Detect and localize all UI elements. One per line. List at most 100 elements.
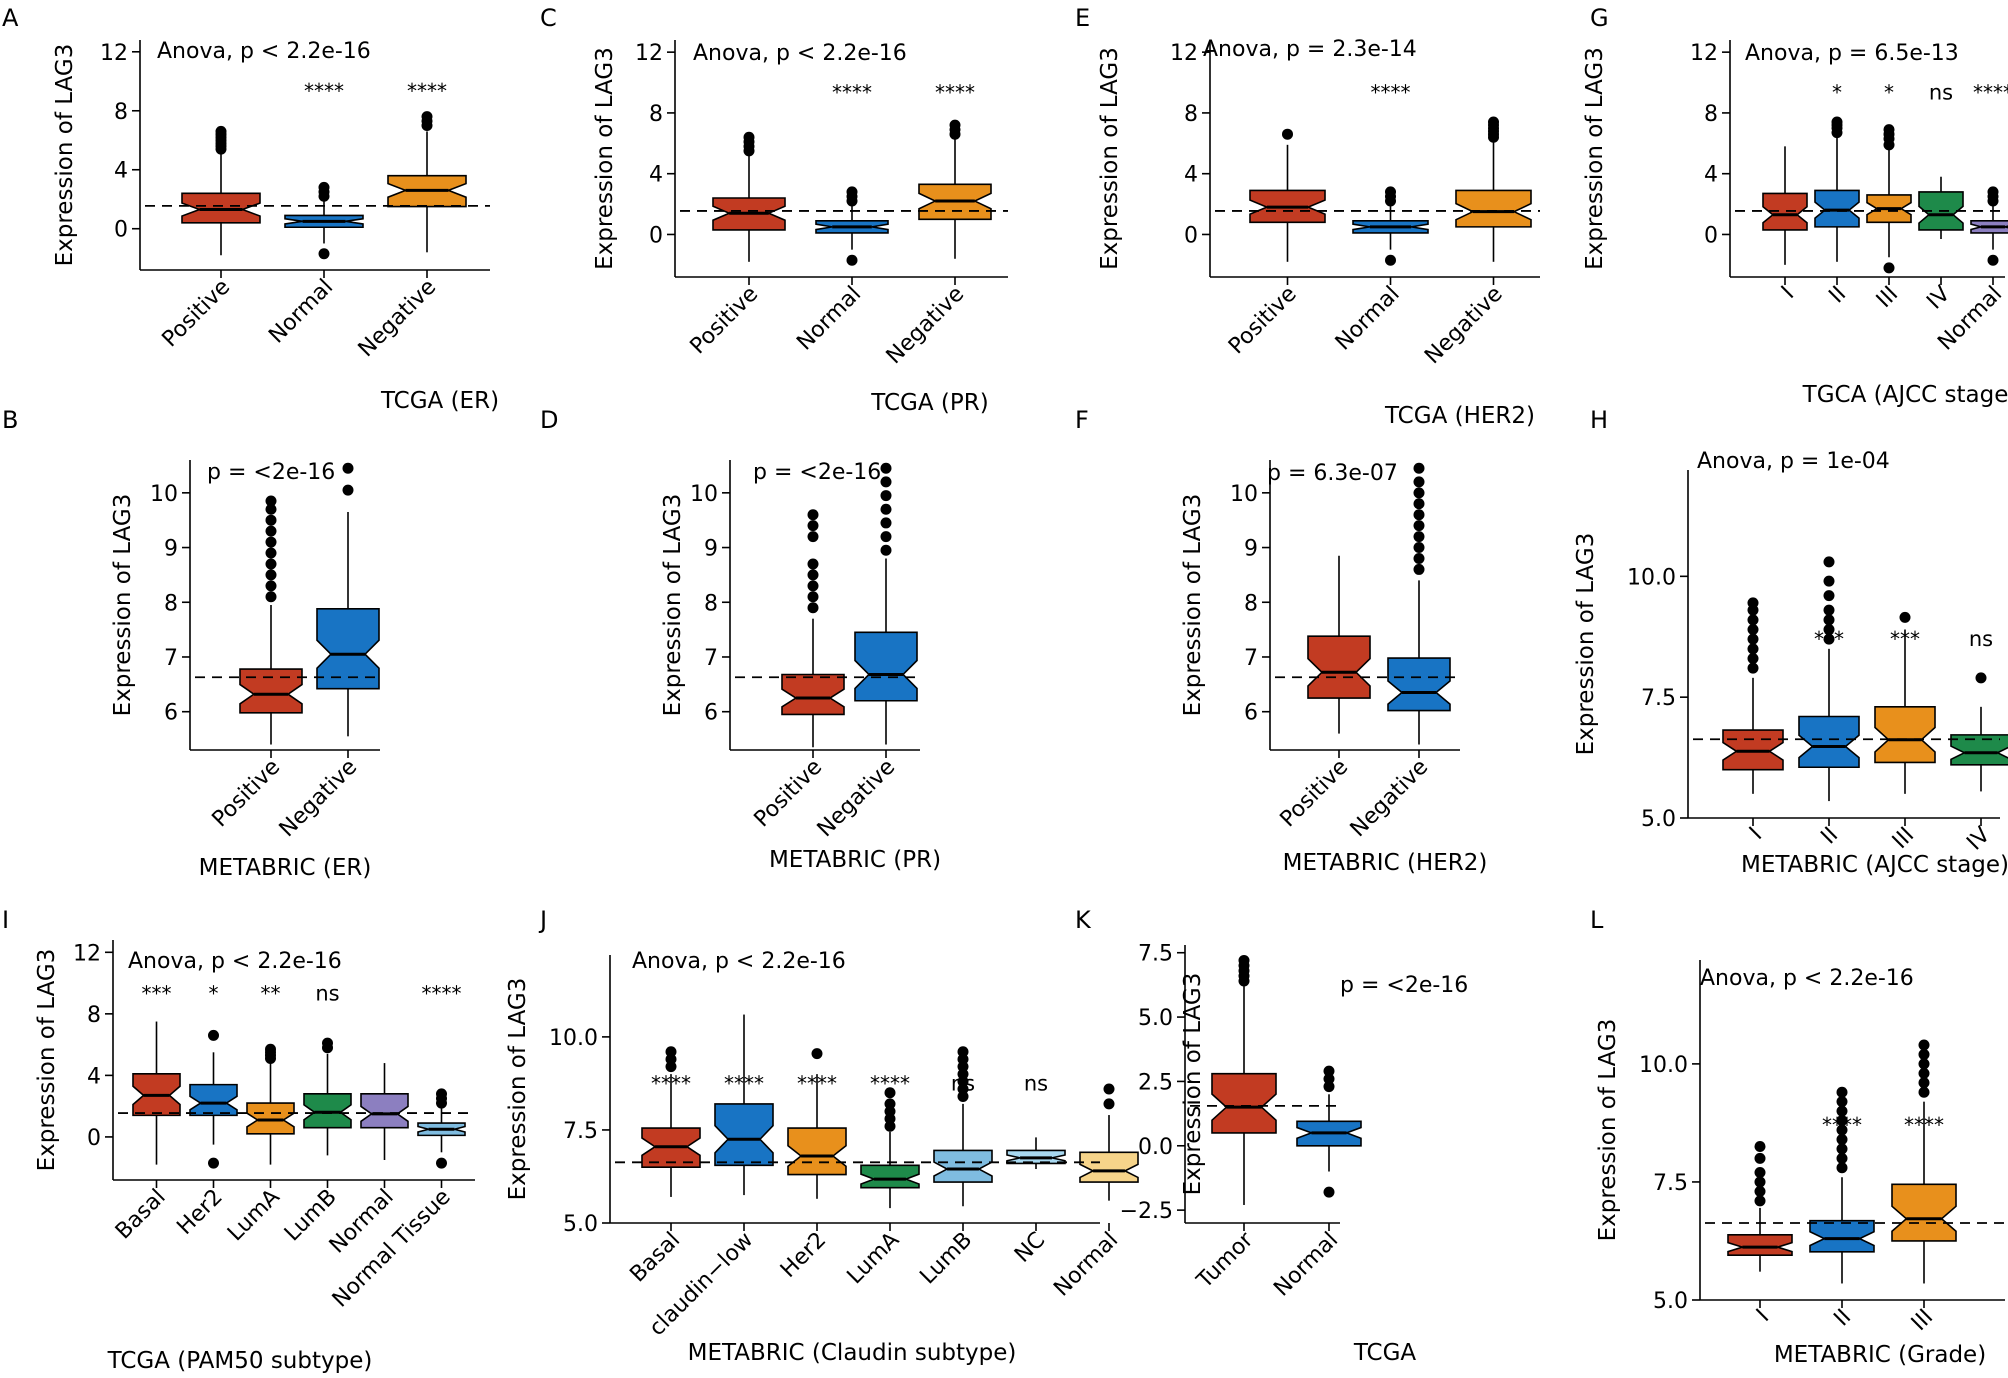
panel-letter: K	[1075, 906, 1092, 934]
outlier-point	[1831, 116, 1843, 128]
outlier-point	[265, 525, 277, 537]
y-tick-label: 4	[1184, 163, 1198, 188]
y-tick-label: −2.5	[1120, 1199, 1173, 1224]
outlier-point	[342, 462, 354, 474]
test-statistic-label: Anova, p < 2.2e-16	[128, 949, 342, 974]
outlier-point	[1899, 611, 1911, 623]
box-body	[1079, 1151, 1139, 1183]
x-tick-label: I	[1752, 1305, 1774, 1327]
outlier-point	[811, 1048, 823, 1060]
y-tick-label: 8	[164, 591, 178, 616]
box-body	[1762, 192, 1808, 231]
outlier-point	[1413, 462, 1425, 474]
outlier-point	[1987, 186, 1999, 198]
y-tick-label: 6	[1244, 701, 1258, 726]
outlier-point	[1282, 128, 1293, 140]
y-tick-label: 10	[150, 482, 178, 507]
outlier-point	[265, 580, 277, 592]
outlier-point	[1413, 552, 1425, 564]
box-normal	[1970, 186, 2008, 266]
x-tick-label: Negative	[882, 282, 969, 369]
box-normal	[1296, 1065, 1362, 1198]
outlier-point	[1823, 556, 1835, 568]
y-tick-label: 8	[1704, 102, 1718, 127]
box-i	[1727, 1141, 1793, 1272]
box-negative	[1455, 116, 1532, 262]
outlier-point	[1747, 662, 1759, 674]
significance-label: *	[209, 981, 219, 1005]
x-axis-title: METABRIC (PR)	[769, 847, 941, 873]
y-tick-label: 0	[649, 223, 663, 248]
significance-label: ns	[1929, 81, 1953, 105]
outlier-point	[884, 1098, 896, 1110]
outlier-point	[1823, 604, 1835, 616]
box-body	[246, 1102, 295, 1135]
outlier-point	[421, 111, 433, 123]
y-tick-label: 2.5	[1138, 1070, 1173, 1095]
panel-f: F 6 7 8 9 10 Expression of LAG3 PositiveNegativ…	[1075, 406, 1487, 876]
outlier-point	[208, 1029, 219, 1041]
y-tick-label: 10.0	[1627, 565, 1676, 590]
box-body	[1211, 1072, 1277, 1134]
outlier-point	[265, 547, 277, 559]
outlier-point	[265, 569, 277, 581]
panel-letter: C	[540, 4, 557, 32]
x-tick-label: Positive	[1224, 282, 1302, 360]
y-tick-label: 10	[1230, 482, 1258, 507]
test-statistic-label: Anova, p = 2.3e-14	[1203, 37, 1417, 62]
outlier-point	[1836, 1162, 1848, 1174]
x-tick-label: Normal	[792, 282, 866, 356]
box-positive	[1249, 128, 1326, 262]
y-tick-label: 5.0	[1653, 1289, 1688, 1314]
y-tick-label: 7	[164, 646, 178, 671]
outlier-point	[1385, 186, 1396, 198]
box-body	[860, 1164, 920, 1189]
outlier-point	[1323, 1073, 1335, 1085]
box-body	[787, 1127, 847, 1176]
y-tick-label: 10.0	[1639, 1053, 1688, 1078]
box-iv	[1950, 672, 2008, 792]
box-normal	[1352, 186, 1429, 266]
outlier-point	[1918, 1048, 1930, 1060]
outlier-point	[265, 503, 277, 515]
panel-letter: J	[538, 906, 547, 934]
outlier-point	[1413, 563, 1425, 575]
box-body	[1727, 1234, 1793, 1256]
outlier-point	[1823, 575, 1835, 587]
box-body	[781, 673, 845, 716]
outlier-point	[807, 531, 819, 543]
box-basal	[641, 1046, 701, 1197]
y-tick-label: 0	[1704, 223, 1718, 248]
box-claudin-low	[714, 1014, 774, 1196]
x-tick-label: LumA	[223, 1185, 285, 1247]
outlier-point	[1747, 614, 1759, 626]
x-tick-label: II	[1816, 823, 1843, 850]
x-axis-title: TCGA (PAM50 subtype)	[107, 1348, 373, 1374]
y-tick-label: 12	[73, 941, 101, 966]
outlier-point	[1987, 254, 1999, 266]
outlier-point	[743, 131, 755, 143]
box-body	[1307, 635, 1371, 699]
box-body	[303, 1093, 352, 1129]
outlier-point	[1754, 1141, 1766, 1153]
box-iii	[1866, 124, 1912, 274]
x-tick-label: Normal	[264, 275, 338, 349]
y-tick-label: 0.0	[1138, 1135, 1173, 1160]
y-tick-label: 8	[87, 1003, 101, 1028]
significance-label: ****	[1904, 1113, 1944, 1137]
box-body	[1891, 1183, 1957, 1242]
y-tick-label: 4	[649, 163, 663, 188]
x-tick-label: Her2	[776, 1228, 831, 1283]
x-axis-title: TGCA (AJCC stage)	[1802, 382, 2008, 408]
box-body	[1950, 734, 2008, 766]
y-tick-label: 12	[100, 41, 128, 66]
y-tick-label: 7.5	[563, 1119, 598, 1144]
y-tick-label: 7	[704, 646, 718, 671]
y-axis-label: Expression of LAG3	[110, 494, 136, 717]
box-body	[1455, 189, 1532, 228]
panel-letter: L	[1590, 906, 1604, 934]
significance-label: ****	[724, 1071, 764, 1095]
outlier-point	[1323, 1081, 1335, 1093]
outlier-point	[318, 181, 330, 193]
